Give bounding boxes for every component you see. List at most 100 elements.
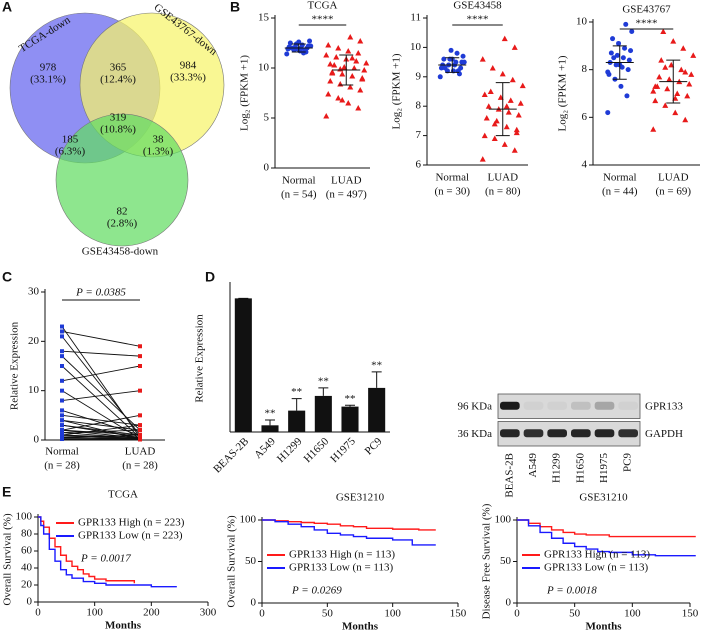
survival-curve [38, 516, 136, 584]
bar [261, 425, 279, 432]
x-axis-label: Months [105, 620, 142, 630]
data-point [138, 413, 142, 418]
data-point [441, 56, 447, 62]
y-axis-label: Overall Survival (%) [2, 513, 14, 606]
data-point [349, 55, 356, 61]
blot-strip [497, 421, 641, 447]
data-point [485, 103, 492, 109]
data-point [625, 67, 631, 73]
data-point [503, 103, 510, 109]
data-point [501, 141, 508, 147]
x-tick-label: H1650 [302, 435, 332, 465]
lane-label: H1975 [598, 453, 610, 483]
error-bar [371, 371, 382, 388]
x-tick-sublabel: (n = 80) [485, 186, 521, 198]
data-point [454, 50, 460, 56]
data-point [138, 428, 142, 433]
y-tick-label: 50 [500, 555, 512, 567]
data-point [608, 50, 614, 56]
data-point [487, 88, 494, 94]
x-tick-label: 300 [200, 607, 217, 619]
data-point [605, 110, 611, 116]
x-tick-label: LUAD [331, 175, 362, 187]
venn-percent: (6.3%) [55, 146, 86, 158]
sd-bar [339, 54, 354, 86]
x-tick-sublabel: (n = 28) [44, 460, 80, 472]
x-tick-label: Normal [603, 172, 637, 184]
y-tick-label: 15 [258, 12, 270, 24]
data-point [686, 80, 693, 87]
pair-line [61, 350, 141, 357]
data-point [138, 354, 142, 359]
pair-line [61, 365, 141, 382]
legend-label: GPR133 Low (n = 113) [544, 562, 649, 574]
data-point [611, 55, 617, 61]
data-point [513, 126, 520, 133]
legend-label: GPR133 High (n = 113) [289, 549, 395, 561]
data-point [138, 433, 142, 438]
sd-bar [445, 57, 460, 73]
data-point [60, 430, 64, 435]
legend-label: GPR133 Low (n = 223) [78, 530, 183, 542]
blot-band [618, 401, 638, 410]
data-point [613, 62, 619, 68]
y-tick-label: 20 [28, 335, 40, 347]
data-point [483, 114, 490, 121]
x-tick-sublabel: (n = 69) [655, 186, 691, 198]
chart-title: GSE43767 [622, 4, 671, 16]
venn-percent: (1.3%) [143, 146, 174, 158]
y-tick-label: 0 [34, 434, 40, 446]
data-point [481, 91, 488, 97]
data-point [60, 324, 64, 329]
y-tick-label: 100 [16, 511, 33, 523]
chart-title: GSE31210 [336, 492, 385, 504]
data-point [672, 109, 679, 116]
data-point [347, 84, 354, 90]
pair-line [61, 331, 141, 347]
venn-percent: (10.8%) [100, 124, 136, 136]
data-point [60, 408, 64, 413]
chart-title: GSE43458 [453, 0, 502, 12]
data-point [335, 45, 342, 51]
data-point [359, 76, 366, 82]
blot-band [500, 401, 520, 410]
x-tick-label: Normal [282, 175, 316, 187]
data-point [620, 55, 626, 61]
error-bar [318, 387, 329, 396]
y-tick-label: 6 [582, 111, 588, 123]
data-point [501, 35, 508, 42]
data-point [333, 54, 340, 60]
pair-line [61, 414, 141, 426]
panel-label: C [2, 269, 12, 285]
x-tick-label: PC9 [363, 435, 385, 457]
survival-curve [517, 519, 696, 538]
x-tick-label: 100 [624, 608, 641, 620]
data-point [674, 90, 681, 96]
venn-percent: (2.8%) [107, 218, 138, 230]
data-point [357, 38, 364, 44]
venn-count: 978 [40, 62, 57, 74]
data-point [361, 67, 368, 73]
data-point [684, 92, 691, 99]
band-size-label: 96 KDa [457, 400, 492, 412]
data-point [323, 52, 330, 58]
data-point [662, 102, 669, 108]
x-tick-label: 0 [514, 608, 520, 620]
data-point [349, 73, 356, 79]
y-tick-label: 10 [576, 16, 588, 28]
data-point [60, 418, 64, 423]
venn-count: 365 [110, 62, 127, 74]
venn-count: 319 [110, 112, 127, 124]
data-point [351, 65, 358, 71]
data-point [355, 105, 362, 111]
y-axis-label: Disease Free Survival (%) [481, 503, 493, 619]
pair-line [61, 429, 141, 434]
band-size-label: 36 KDa [457, 428, 492, 440]
blot-band [571, 429, 591, 438]
legend-label: GPR133 Low (n = 113) [289, 562, 394, 574]
x-tick-label: H1299 [275, 435, 305, 465]
data-point [660, 28, 667, 35]
y-tick-label: 50 [245, 555, 257, 567]
y-tick-label: 5 [264, 112, 270, 124]
data-point [353, 58, 360, 64]
